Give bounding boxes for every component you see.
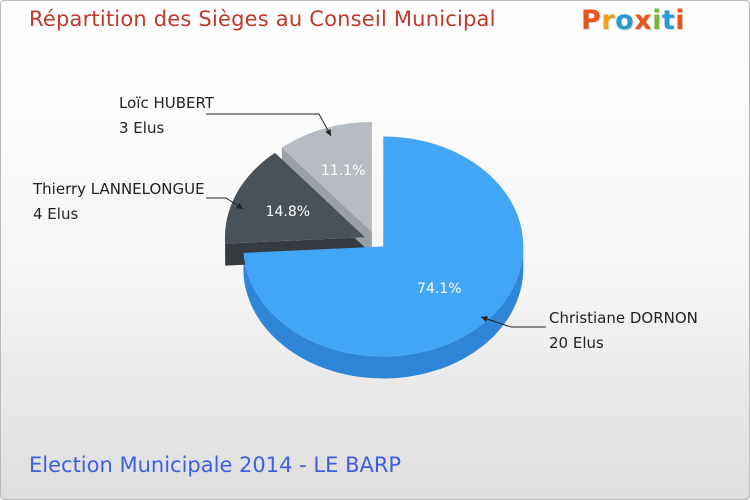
pie-slice-thierry-lannelongue — [224, 152, 365, 244]
legend-seats-loic-hubert: 3 Elus — [119, 119, 164, 137]
election-subtitle: Election Municipale 2014 - LE BARP — [29, 453, 402, 477]
leader-arrow-thierry-lannelongue — [236, 203, 243, 209]
leader-arrow-loic-hubert — [325, 129, 331, 136]
pie-percent-label-loic-hubert: 11.1% — [321, 163, 365, 179]
legend-name-christiane-dornon: Christiane DORNON — [549, 309, 698, 327]
pie-slice-loic-hubert — [281, 121, 372, 232]
pie-slice-christiane-dornon — [243, 136, 524, 357]
chart-title: Répartition des Sièges au Conseil Munici… — [29, 7, 496, 31]
leader-line-loic-hubert — [206, 113, 332, 137]
pie-slice-side-christiane-dornon — [243, 246, 524, 379]
legend-name-loic-hubert: Loïc HUBERT — [119, 94, 215, 112]
pie-percent-label-christiane-dornon: 74.1% — [417, 281, 461, 297]
proxiti-logo: Proxiti — [581, 5, 686, 36]
legend-seats-thierry-lannelongue: 4 Elus — [33, 205, 78, 223]
leader-arrow-christiane-dornon — [481, 316, 488, 322]
leader-line-christiane-dornon — [480, 316, 546, 328]
legend-name-thierry-lannelongue: Thierry LANNELONGUE — [32, 180, 205, 198]
legend-seats-christiane-dornon: 20 Elus — [549, 334, 604, 352]
pie-percent-label-thierry-lannelongue: 14.8% — [266, 204, 310, 220]
leader-line-thierry-lannelongue — [206, 197, 244, 210]
